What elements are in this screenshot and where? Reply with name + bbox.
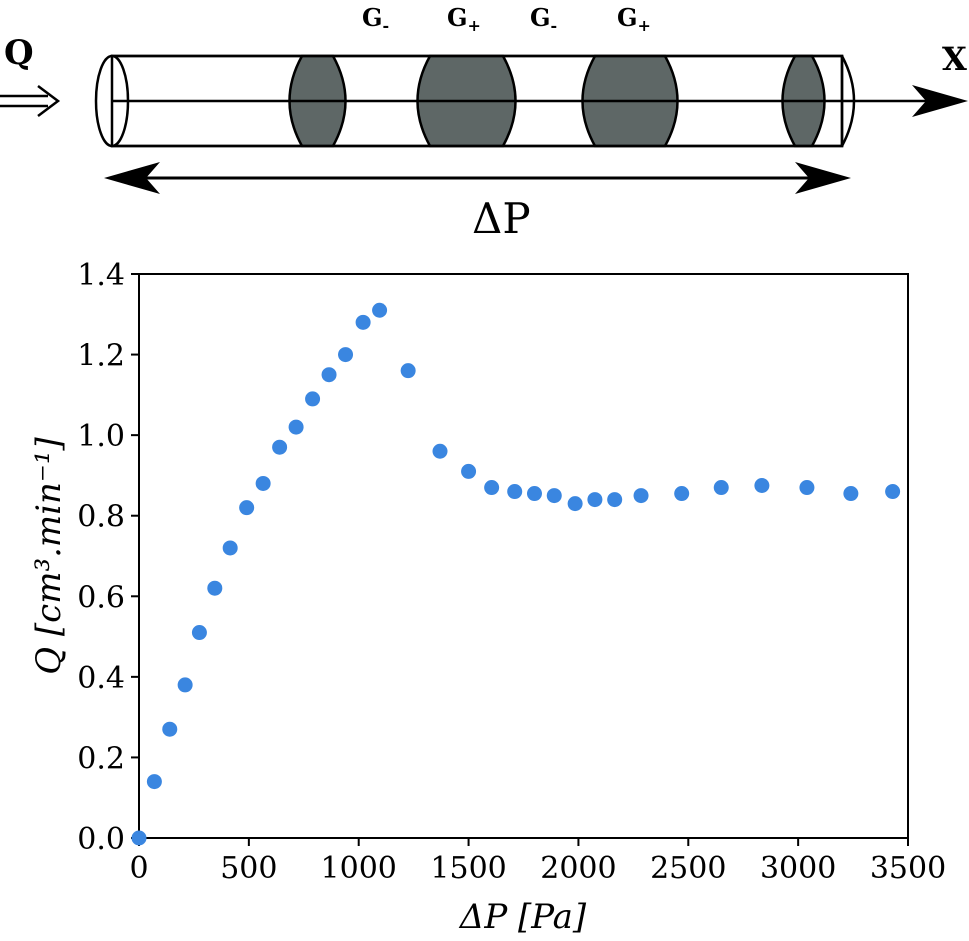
data-point bbox=[222, 540, 238, 556]
data-point bbox=[191, 625, 207, 641]
x-axis-ticks: 0 500 1000 1500 2000 2500 3000 3500 bbox=[129, 838, 946, 886]
data-point bbox=[255, 475, 271, 491]
data-point bbox=[432, 443, 448, 459]
x-tick-label: 2000 bbox=[540, 851, 616, 886]
x-axis-title: ΔP [Pa] bbox=[458, 897, 587, 937]
x-tick-label: 1000 bbox=[321, 851, 397, 886]
x-axis-label: X bbox=[942, 40, 967, 78]
data-point bbox=[239, 500, 255, 516]
data-point bbox=[607, 492, 623, 508]
y-tick-label: 0.6 bbox=[77, 580, 125, 615]
y-tick-label: 1.2 bbox=[77, 339, 125, 374]
data-point bbox=[355, 314, 371, 330]
x-tick-label: 1500 bbox=[430, 851, 506, 886]
data-point bbox=[272, 439, 288, 455]
data-point bbox=[633, 488, 649, 504]
data-point bbox=[843, 486, 859, 502]
data-point bbox=[885, 484, 901, 500]
data-point bbox=[305, 391, 321, 407]
data-point bbox=[507, 484, 523, 500]
y-axis-ticks: 0.0 0.2 0.4 0.6 0.8 1.0 1.2 1.4 bbox=[77, 258, 139, 857]
x-tick-label: 0 bbox=[129, 851, 148, 886]
data-point bbox=[162, 721, 178, 737]
data-point bbox=[321, 367, 337, 383]
flow-label: Q bbox=[4, 33, 34, 73]
x-tick-label: 500 bbox=[220, 851, 277, 886]
y-tick-label: 0.0 bbox=[77, 822, 125, 857]
data-point bbox=[546, 488, 562, 504]
segment-label-1: G- bbox=[362, 3, 389, 35]
x-axis-arrow-icon bbox=[112, 85, 968, 117]
segment-label-3: G- bbox=[530, 3, 557, 35]
data-point bbox=[587, 492, 603, 508]
data-point bbox=[372, 302, 388, 318]
data-point bbox=[754, 478, 770, 493]
y-tick-label: 0.8 bbox=[77, 500, 125, 535]
tube-diagram: Q X G- G+ bbox=[0, 3, 968, 243]
data-point bbox=[131, 830, 147, 846]
data-point bbox=[713, 480, 729, 496]
x-tick-label: 3500 bbox=[870, 851, 946, 886]
data-point bbox=[400, 363, 416, 379]
data-point bbox=[674, 486, 690, 502]
segment-label-4: G+ bbox=[617, 3, 651, 35]
data-point bbox=[484, 480, 500, 496]
data-point bbox=[146, 774, 162, 790]
y-tick-label: 1.4 bbox=[77, 258, 125, 293]
y-axis-title: Q [cm³.min⁻¹] bbox=[29, 437, 69, 675]
flow-arrow-icon bbox=[0, 85, 61, 117]
data-point bbox=[338, 347, 354, 363]
data-points bbox=[131, 302, 901, 846]
y-tick-label: 0.2 bbox=[77, 741, 125, 776]
data-point bbox=[177, 677, 193, 693]
y-tick-label: 1.0 bbox=[77, 419, 125, 454]
data-point bbox=[526, 486, 542, 502]
scatter-chart: 0 500 1000 1500 2000 2500 3000 3500 0.00.20.40.… bbox=[29, 258, 946, 937]
pressure-arrow-icon bbox=[104, 162, 851, 194]
segment-label-2: G+ bbox=[447, 3, 481, 35]
data-point bbox=[288, 419, 304, 435]
data-point bbox=[799, 480, 815, 496]
x-tick-label: 2500 bbox=[650, 851, 726, 886]
data-point bbox=[207, 580, 223, 596]
data-point bbox=[461, 463, 477, 479]
plot-area-frame bbox=[138, 273, 909, 839]
data-point bbox=[567, 496, 583, 512]
y-tick-label: 0.4 bbox=[77, 661, 125, 696]
pressure-label: ΔP bbox=[472, 194, 531, 243]
x-tick-label: 3000 bbox=[760, 851, 836, 886]
segment-labels: G- G+ G- G+ bbox=[362, 3, 651, 35]
